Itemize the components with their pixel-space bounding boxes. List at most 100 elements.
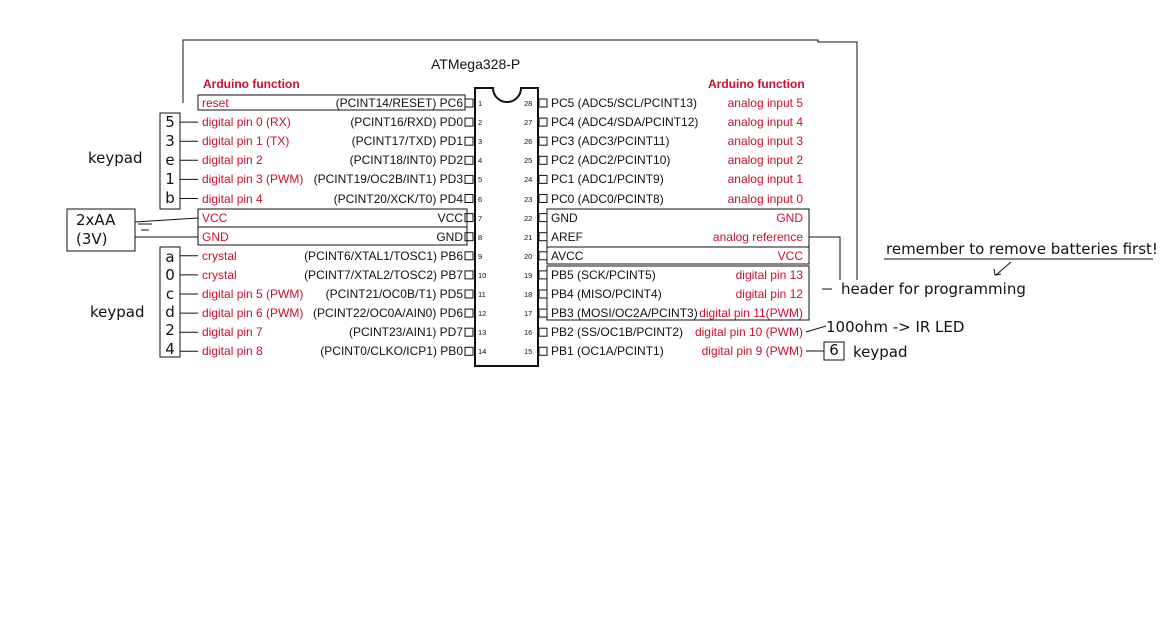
pin-function-label: digital pin 6 (PWM) bbox=[202, 306, 304, 321]
keypad-wire-char: 1 bbox=[165, 170, 175, 188]
pin-function-label: digital pin 0 (RX) bbox=[202, 115, 291, 130]
pin-pad bbox=[538, 117, 548, 127]
pin-number: 2 bbox=[478, 118, 483, 128]
pin-port-label: PC5 (ADC5/SCL/PCINT13) bbox=[551, 96, 698, 110]
pin-pad bbox=[464, 136, 474, 146]
pin-number: 13 bbox=[478, 328, 487, 338]
pin-function-label: analog input 3 bbox=[727, 134, 803, 149]
pin-pad bbox=[538, 136, 548, 146]
pin-function-label: crystal bbox=[202, 248, 237, 263]
pin-function-label: digital pin 10 (PWM) bbox=[694, 325, 803, 340]
pin-number: 18 bbox=[524, 290, 533, 299]
pin-port-label: PC0 (ADC0/PCINT8) bbox=[551, 191, 664, 206]
pin-port-label: AVCC bbox=[551, 248, 584, 263]
programming-header-label: header for programming bbox=[841, 280, 1026, 298]
pin-pad bbox=[464, 289, 474, 299]
pin-pad bbox=[464, 232, 474, 242]
pin-port-label: PC4 (ADC4/SDA/PCINT12) bbox=[551, 115, 699, 130]
pin-pad bbox=[538, 98, 548, 108]
left-column-header: Arduino function bbox=[203, 77, 300, 91]
pin-port-label: GND bbox=[436, 229, 463, 244]
pin-number: 26 bbox=[524, 137, 533, 147]
pin-pad bbox=[538, 270, 548, 280]
pin-function-label: digital pin 13 bbox=[735, 267, 803, 282]
pin-function-label: digital pin 11(PWM) bbox=[699, 306, 803, 321]
pin-number: 5 bbox=[478, 175, 483, 185]
pin-number: 21 bbox=[524, 232, 533, 242]
pin-number: 27 bbox=[524, 118, 533, 128]
pin-pad bbox=[538, 232, 548, 242]
pin-function-label: digital pin 12 bbox=[735, 287, 803, 301]
pin-function-label: VCC bbox=[202, 210, 228, 225]
pin-pad bbox=[538, 308, 548, 318]
pin-number: 24 bbox=[524, 175, 533, 185]
pin-pad bbox=[538, 289, 548, 299]
pin-pad bbox=[464, 346, 474, 356]
pin-function-label: reset bbox=[202, 96, 229, 110]
pin-pad bbox=[538, 327, 548, 337]
pin-function-label: VCC bbox=[777, 248, 803, 263]
pin-pad bbox=[464, 194, 474, 203]
pin-function-label: analog reference bbox=[712, 229, 803, 244]
pin-function-label: analog input 4 bbox=[727, 115, 803, 130]
pin-pad bbox=[464, 117, 474, 127]
pin-pad bbox=[464, 251, 474, 261]
pin-pad bbox=[464, 155, 474, 165]
keypad-wire-char: 3 bbox=[165, 132, 175, 150]
header-bracket-right bbox=[809, 236, 841, 280]
pin-port-label: (PCINT17/TXD) PD1 bbox=[351, 134, 463, 149]
pin-pad bbox=[538, 174, 548, 184]
pin-port-label: (PCINT21/OC0B/T1) PD5 bbox=[325, 287, 463, 301]
battery-label-line2: (3V) bbox=[76, 230, 108, 248]
pin-number: 19 bbox=[524, 270, 533, 280]
battery-label-line1: 2xAA bbox=[76, 211, 116, 229]
pin-number: 16 bbox=[524, 328, 533, 338]
keypad-wire-char: 5 bbox=[165, 113, 175, 131]
keypad-wire-char: 0 bbox=[165, 266, 175, 285]
pin-number: 8 bbox=[478, 232, 483, 242]
pin-function-label: analog input 0 bbox=[727, 191, 803, 206]
pin-function-label: digital pin 7 bbox=[202, 325, 263, 340]
pin-function-label: analog input 2 bbox=[727, 153, 803, 168]
pin-function-label: analog input 5 bbox=[727, 96, 803, 110]
pin-function-label: digital pin 9 (PWM) bbox=[701, 344, 803, 359]
pin-number: 1 bbox=[478, 99, 483, 108]
pin-port-label: PB4 (MISO/PCINT4) bbox=[551, 287, 662, 301]
pin-port-label: (PCINT23/AIN1) PD7 bbox=[348, 325, 463, 340]
pin-function-label: analog input 1 bbox=[727, 172, 803, 187]
pin-number: 17 bbox=[524, 309, 533, 319]
pin-port-label: PB2 (SS/OC1B/PCINT2) bbox=[551, 325, 684, 340]
keypad-pin9-char: 6 bbox=[829, 341, 839, 359]
pin-number: 23 bbox=[524, 194, 533, 204]
reminder-note: remember to remove batteries first! bbox=[886, 240, 1158, 258]
keypad-bottom-box bbox=[159, 246, 181, 358]
chip-body bbox=[474, 87, 539, 367]
ir-led-label: 100ohm -> IR LED bbox=[826, 318, 965, 336]
keypad-pin9-label: keypad bbox=[853, 343, 908, 361]
keypad-wire-char: e bbox=[165, 151, 175, 169]
pin-port-label: (PCINT19/OC2B/INT1) PD3 bbox=[313, 172, 463, 187]
pin-pad bbox=[464, 308, 474, 318]
pin-port-label: GND bbox=[551, 210, 578, 225]
keypad-wire-char: c bbox=[165, 284, 175, 303]
pin-number: 6 bbox=[478, 194, 483, 204]
pin-number: 22 bbox=[524, 213, 533, 223]
pin-port-label: VCC bbox=[437, 210, 463, 225]
pin-function-label: digital pin 5 (PWM) bbox=[202, 287, 304, 301]
pin-number: 4 bbox=[478, 156, 483, 166]
pin-number: 11 bbox=[478, 290, 486, 299]
right-column-header: Arduino function bbox=[708, 77, 805, 91]
pin-port-label: PC3 (ADC3/PCINT11) bbox=[551, 134, 670, 149]
pin-port-label: (PCINT7/XTAL2/TOSC2) PB7 bbox=[304, 267, 463, 282]
pin-function-label: GND bbox=[776, 210, 803, 225]
pin-number: 3 bbox=[478, 137, 483, 147]
pin-pad bbox=[464, 327, 474, 337]
pin-pad bbox=[538, 251, 548, 261]
chip-title: ATMega328-P bbox=[431, 56, 521, 72]
keypad-wire-char: 2 bbox=[165, 321, 175, 340]
pin-pad bbox=[538, 213, 548, 223]
pin-number: 7 bbox=[478, 213, 483, 223]
keypad-top-label: keypad bbox=[88, 149, 143, 167]
pin-port-label: (PCINT0/CLKO/ICP1) PB0 bbox=[320, 344, 463, 359]
